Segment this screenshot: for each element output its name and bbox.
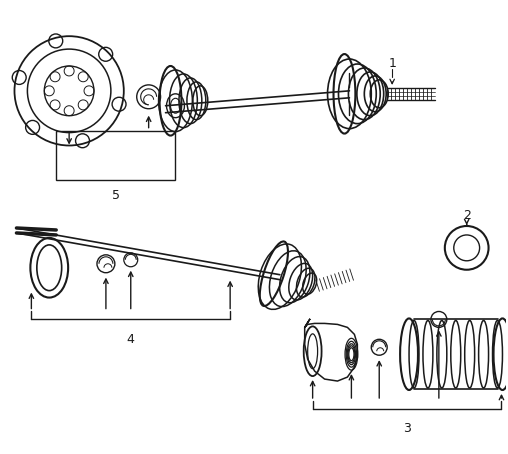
Text: 1: 1 [388,56,396,69]
Text: 2: 2 [463,208,470,222]
Bar [56,131,175,180]
Text: 3: 3 [403,422,411,435]
Text: 4: 4 [127,333,135,346]
Text: 5: 5 [112,189,120,202]
Polygon shape [305,320,357,381]
